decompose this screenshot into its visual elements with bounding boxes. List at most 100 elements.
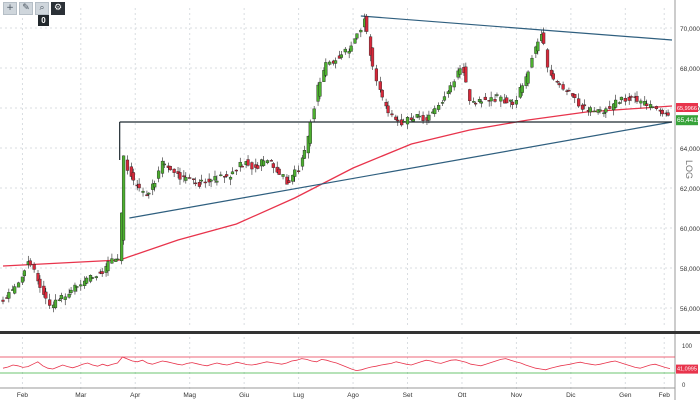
candle-down xyxy=(225,174,229,177)
candle-down xyxy=(246,159,250,166)
candle-down xyxy=(629,96,633,98)
candle-up xyxy=(499,96,503,102)
candle-up xyxy=(85,277,89,284)
panel-separator xyxy=(0,331,700,334)
candle-down xyxy=(277,168,281,175)
candle-up xyxy=(67,293,71,298)
magnify-icon[interactable]: ⌕ xyxy=(35,2,49,15)
candle-down xyxy=(396,119,400,122)
rsi-tick-label: 0 xyxy=(682,383,686,389)
candle-down xyxy=(582,104,587,107)
candle-down xyxy=(178,172,182,180)
candle-down xyxy=(297,170,301,172)
candlestick-layer xyxy=(1,13,670,313)
candle-up xyxy=(411,118,415,122)
candle-up xyxy=(649,104,653,108)
candle-down xyxy=(197,182,202,187)
candle-up xyxy=(230,171,235,175)
chart-toolbar: + ✎ ⌕ ⚙ xyxy=(3,2,65,15)
candle-down xyxy=(378,81,382,90)
candle-up xyxy=(59,295,63,300)
candle-down xyxy=(129,166,133,177)
candle-up xyxy=(405,117,410,125)
x-tick-label: Apr xyxy=(130,392,141,399)
candle-up xyxy=(75,286,79,288)
candle-down xyxy=(384,102,388,107)
candle-down xyxy=(577,98,581,107)
candle-up xyxy=(94,276,98,279)
candle-up xyxy=(199,179,203,182)
candle-up xyxy=(530,57,534,68)
candle-up xyxy=(520,85,524,93)
candle-up xyxy=(333,60,338,64)
candle-up xyxy=(156,170,161,179)
candle-down xyxy=(623,98,627,102)
candle-up xyxy=(353,38,357,44)
candle-down xyxy=(368,36,373,56)
candle-up xyxy=(261,160,266,166)
candle-up xyxy=(643,101,647,106)
candle-down xyxy=(645,103,649,106)
candle-up xyxy=(355,33,359,39)
last-price-tag xyxy=(676,115,698,126)
candle-up xyxy=(592,110,596,113)
candle-up xyxy=(293,169,297,177)
candle-down xyxy=(137,183,141,189)
x-tick-label: Feb xyxy=(17,392,29,399)
candle-down xyxy=(188,177,192,179)
rsi-value-tag xyxy=(676,364,698,374)
candle-up xyxy=(22,270,26,277)
candle-down xyxy=(505,97,509,104)
y-tick-label: 70,0000 xyxy=(680,26,700,33)
log-scale-label: LOG xyxy=(684,160,694,179)
candle-down xyxy=(561,84,565,90)
candle-up xyxy=(162,163,167,166)
candle-up xyxy=(69,289,73,293)
candle-down xyxy=(168,165,172,171)
ma-price-label: 65,9966 xyxy=(677,106,697,112)
candle-up xyxy=(433,108,437,115)
candle-up xyxy=(300,157,305,167)
candle-up xyxy=(63,296,67,300)
candle-down xyxy=(545,49,550,68)
candle-down xyxy=(549,69,554,76)
x-tick-label: Giu xyxy=(239,392,250,399)
candle-down xyxy=(567,90,571,92)
candle-up xyxy=(427,114,431,121)
plus-icon[interactable]: + xyxy=(3,2,17,15)
candle-up xyxy=(238,161,242,168)
candle-down xyxy=(256,165,260,169)
candle-up xyxy=(442,96,447,101)
ma-price-tag xyxy=(676,103,698,112)
candle-down xyxy=(660,110,664,115)
candle-up xyxy=(526,71,530,84)
candle-up xyxy=(489,97,493,102)
candle-down xyxy=(374,68,378,82)
candle-up xyxy=(312,108,316,120)
gear-icon[interactable]: ⚙ xyxy=(51,2,65,15)
pencil-icon[interactable]: ✎ xyxy=(19,2,33,15)
candle-down xyxy=(493,99,497,102)
candle-down xyxy=(483,96,487,101)
y-tick-label: 68,0000 xyxy=(680,66,700,73)
candle-down xyxy=(409,117,414,121)
candle-up xyxy=(437,105,441,110)
candle-down xyxy=(287,180,291,183)
candle-down xyxy=(100,271,104,274)
candle-up xyxy=(209,179,213,182)
candle-up xyxy=(322,70,326,82)
counter-badge[interactable]: 0 xyxy=(38,15,49,26)
x-tick-label: Lug xyxy=(293,392,304,399)
trendline-descending xyxy=(360,15,673,41)
candle-down xyxy=(234,169,238,172)
x-tick-label: Mar xyxy=(75,392,87,399)
candle-up xyxy=(147,192,151,195)
candle-up xyxy=(639,100,643,104)
y-tick-label: 64,0000 xyxy=(680,146,700,153)
x-tick-label: Gen xyxy=(619,392,632,399)
candle-down xyxy=(580,104,585,110)
y-tick-label: 62,0000 xyxy=(680,186,700,193)
candle-down xyxy=(269,160,273,162)
x-tick-label: Set xyxy=(403,392,413,399)
